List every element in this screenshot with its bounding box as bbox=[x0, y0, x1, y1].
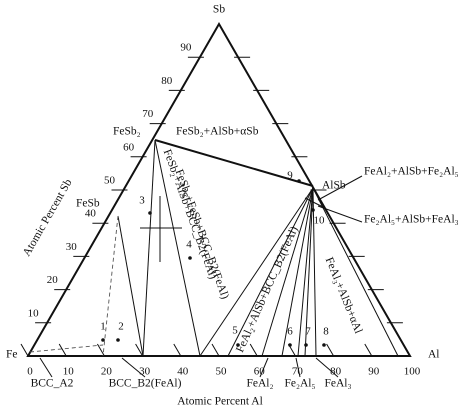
vertex-label: Fe bbox=[6, 349, 18, 361]
tie-line bbox=[304, 187, 314, 357]
point bbox=[322, 343, 326, 347]
tick-label: 80 bbox=[330, 366, 342, 378]
tick-label: 50 bbox=[216, 366, 228, 378]
point bbox=[116, 338, 120, 342]
region-label: FeAl₂+AlSb+Fe₂Al₅ bbox=[364, 166, 459, 178]
point-label: 1 bbox=[100, 321, 106, 333]
tick-label: 90 bbox=[368, 366, 380, 378]
tick-label: 50 bbox=[104, 175, 116, 187]
tick-label: 30 bbox=[66, 241, 78, 253]
tick-mark bbox=[135, 343, 144, 357]
tick-mark bbox=[402, 343, 411, 357]
region-label: FeSb₂+FeSb+BCC_B2(FeAl) bbox=[173, 168, 231, 301]
tick-label: 60 bbox=[123, 141, 135, 153]
region-label: FeSb₂+AlSb+αSb bbox=[176, 126, 259, 138]
tick-label: 100 bbox=[404, 366, 421, 378]
tie-line bbox=[304, 197, 326, 209]
tick-mark bbox=[211, 343, 220, 357]
tick-label: 0 bbox=[27, 366, 33, 378]
point bbox=[236, 343, 240, 347]
tie-line bbox=[117, 215, 144, 357]
tick-label: 70 bbox=[142, 108, 154, 120]
tie-line bbox=[261, 187, 314, 357]
phase-label: Fe₂Al₅ bbox=[284, 378, 315, 390]
tick-mark bbox=[173, 343, 182, 357]
tick-mark bbox=[326, 343, 335, 357]
tick-label: 90 bbox=[180, 42, 192, 54]
region-label: Fe₂Al₅+AlSb+FeAl₃ bbox=[364, 214, 459, 226]
compound-label: FeSb bbox=[76, 198, 100, 210]
point bbox=[297, 179, 301, 183]
phase-label: FeAl₃ bbox=[324, 378, 351, 390]
tie-line bbox=[154, 139, 314, 187]
tie-line bbox=[281, 187, 314, 357]
tick-label: 20 bbox=[47, 274, 59, 286]
tick-label: 20 bbox=[101, 366, 113, 378]
tick-label: 10 bbox=[63, 366, 75, 378]
tick-mark bbox=[96, 343, 105, 357]
points: 1 2 3 4 5 6 7 8 9 10 bbox=[100, 170, 329, 347]
tick-label: 30 bbox=[139, 366, 151, 378]
tie-line bbox=[297, 187, 314, 357]
dashed-boundary bbox=[29, 344, 104, 353]
point bbox=[304, 343, 308, 347]
point bbox=[311, 208, 315, 212]
ticks: 0 10 20 30 40 50 60 70 80 90 100 10 20 30 40 50 60 70 80 90 bbox=[20, 42, 421, 378]
tie-line bbox=[312, 187, 317, 357]
compound-label: AlSb bbox=[322, 180, 346, 192]
tick-mark bbox=[364, 343, 373, 357]
tie-line bbox=[312, 187, 399, 357]
point bbox=[148, 211, 152, 215]
vertex-label: Sb bbox=[213, 4, 225, 16]
compound-label: FeSb₂ bbox=[113, 126, 141, 138]
arrow bbox=[259, 357, 269, 378]
point-label: 8 bbox=[323, 326, 329, 338]
vertex-label: Al bbox=[428, 349, 440, 361]
tie-line bbox=[154, 139, 201, 357]
point-label: 6 bbox=[287, 326, 293, 338]
tie-line bbox=[142, 139, 156, 357]
tick-label: 40 bbox=[85, 208, 97, 220]
phase-label: FeAl₂ bbox=[246, 378, 273, 390]
tick-mark bbox=[20, 343, 29, 357]
point bbox=[188, 256, 192, 260]
leader bbox=[317, 205, 363, 223]
point-label: 2 bbox=[118, 321, 124, 333]
point bbox=[288, 343, 292, 347]
phase-label: BCC_A2 bbox=[31, 378, 74, 390]
tie-line bbox=[227, 187, 314, 357]
point-label: 10 bbox=[314, 215, 326, 227]
point-label: 5 bbox=[232, 325, 238, 337]
tick-label: 70 bbox=[292, 366, 304, 378]
tie-line bbox=[199, 187, 314, 357]
tick-mark bbox=[249, 343, 258, 357]
leader bbox=[317, 175, 363, 201]
arrow bbox=[315, 357, 339, 378]
point-label: 4 bbox=[186, 239, 192, 251]
axis-title: Atomic Percent Al bbox=[177, 396, 263, 408]
dashed-boundary bbox=[102, 215, 119, 357]
bottom-phases: BCC_A2 BCC_B2(FeAl) FeAl₂ Fe₂Al₅ FeAl₃ bbox=[31, 357, 352, 390]
point bbox=[101, 338, 105, 342]
tick-label: 80 bbox=[161, 75, 173, 87]
tick-mark bbox=[58, 343, 67, 357]
point-label: 7 bbox=[305, 326, 311, 338]
arrow bbox=[121, 357, 146, 378]
tick-label: 40 bbox=[177, 366, 189, 378]
tick-label: 60 bbox=[254, 366, 266, 378]
tick-label: 10 bbox=[28, 307, 40, 319]
arrow bbox=[39, 357, 53, 378]
arrow bbox=[295, 357, 301, 378]
phase-label: BCC_B2(FeAl) bbox=[109, 378, 182, 390]
point-label: 9 bbox=[287, 170, 293, 182]
point-label: 3 bbox=[139, 195, 145, 207]
